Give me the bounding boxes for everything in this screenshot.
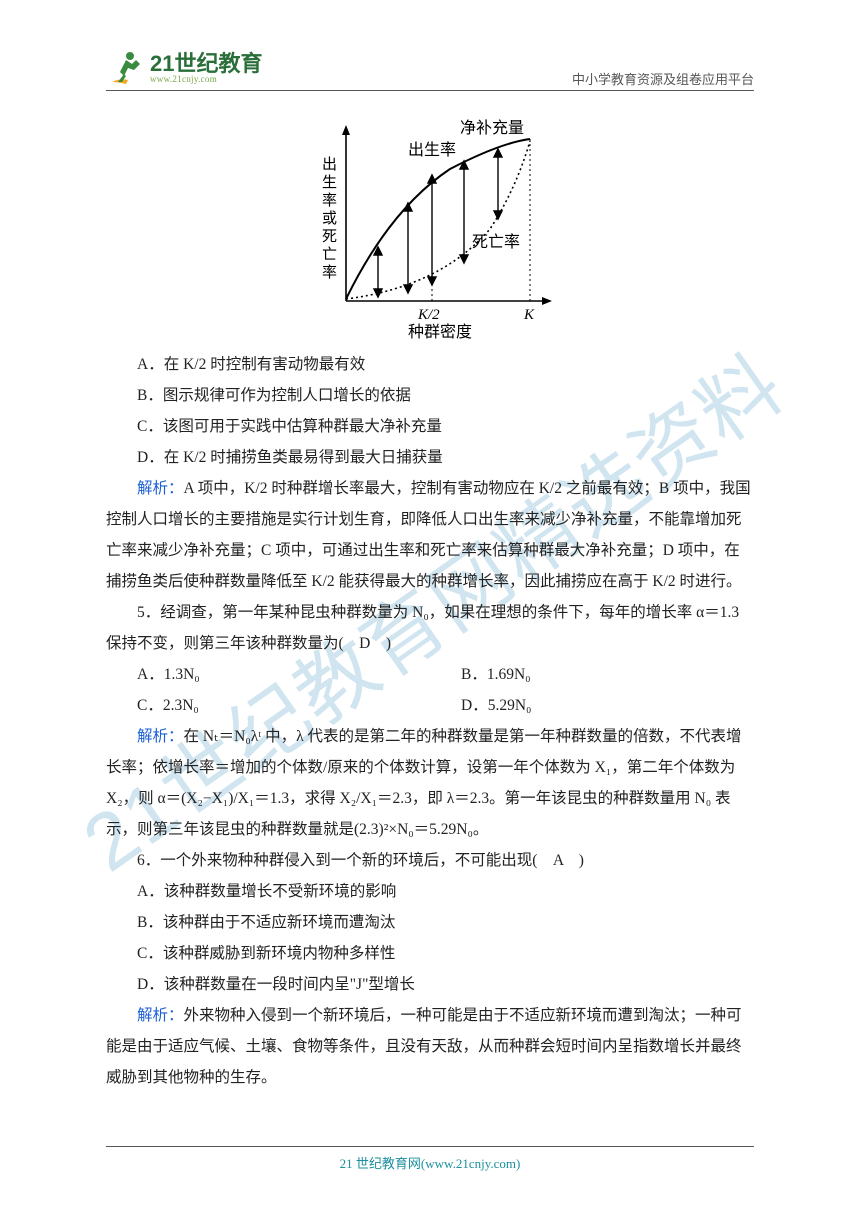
q5-options-row2: C．2.3N₀ D．5.29N₀	[106, 690, 754, 721]
q4-option-a-text: 在 K/2 时控制有害动物最有效	[164, 356, 366, 373]
q5-answer: D	[359, 635, 370, 652]
logo: 21世纪教育 www.21cnjy.com	[106, 48, 262, 88]
q6-option-c-text: 该种群威胁到新环境内物种多样性	[163, 945, 396, 962]
chart-ylabel: 出 生 率 或 死 亡 率	[322, 156, 341, 281]
content: 净补充量 出生率 死亡率 出 生 率 或 死 亡 率 K/2 K 种群密度	[106, 119, 754, 1093]
q6-stem: 6．一个外来物种种群侵入到一个新的环境后，不可能出现( A )	[106, 845, 754, 876]
q6-option-c: C．该种群威胁到新环境内物种多样性	[106, 938, 754, 969]
q4-option-c: C．该图可用于实践中估算种群最大净补充量	[106, 411, 754, 442]
q6-explain-text: 外来物种入侵到一个新环境后，一种可能是由于不适应新环境而遭到淘汰；一种可能是由于…	[106, 1007, 742, 1086]
q6-option-a-text: 该种群数量增长不受新环境的影响	[164, 883, 397, 900]
chart-xtick-k2: K/2	[417, 307, 440, 323]
q5-options-row1: A．1.3N₀ B．1.69N₀	[106, 659, 754, 690]
q5-option-a: A．1.3N₀	[106, 659, 430, 690]
q5-option-a-text: 1.3N₀	[164, 666, 200, 683]
q6-stem-a: 6．一个外来物种种群侵入到一个新的环境后，不可能出现(	[137, 852, 553, 869]
q4-option-b-text: 图示规律可作为控制人口增长的依据	[163, 387, 411, 404]
q5-option-d: D．5.29N₀	[430, 690, 754, 721]
q5-option-d-text: 5.29N₀	[488, 697, 532, 714]
q6-stem-b: )	[563, 852, 584, 869]
q4-explain-label: 解析：	[137, 480, 184, 497]
page-footer: 21 世纪教育网(www.21cnjy.com)	[106, 1146, 754, 1172]
q5-option-c-text: 2.3N₀	[163, 697, 199, 714]
q4-option-b: B．图示规律可作为控制人口增长的依据	[106, 380, 754, 411]
q4-option-a: A．在 K/2 时控制有害动物最有效	[106, 349, 754, 380]
q5-stem-a: 5．经调查，第一年某种昆虫种群数量为 N₀，如果在理想的条件下，每年的增长率 α…	[106, 604, 739, 652]
q6-option-b: B．该种群由于不适应新环境而遭淘汰	[106, 907, 754, 938]
chart-xtick-k: K	[523, 307, 535, 323]
q5-stem: 5．经调查，第一年某种昆虫种群数量为 N₀，如果在理想的条件下，每年的增长率 α…	[106, 597, 754, 659]
q5-option-b: B．1.69N₀	[430, 659, 754, 690]
q4-explanation: 解析：A 项中，K/2 时种群增长率最大，控制有害动物应在 K/2 之前最有效；…	[106, 473, 754, 597]
page: 21世纪教育 www.21cnjy.com 中小学教育资源及组卷应用平台	[0, 0, 860, 1216]
q6-answer: A	[553, 852, 563, 869]
q4-explain-text: A 项中，K/2 时种群增长率最大，控制有害动物应在 K/2 之前最有效；B 项…	[106, 480, 751, 590]
chart-label-net: 净补充量	[460, 119, 524, 137]
footer-site: (www.21cnjy.com)	[421, 1156, 520, 1171]
q6-explanation: 解析：外来物种入侵到一个新环境后，一种可能是由于不适应新环境而遭到淘汰；一种可能…	[106, 1000, 754, 1093]
q4-option-d-text: 在 K/2 时捕捞鱼类最易得到最大日捕获量	[164, 449, 443, 466]
q6-option-d-text: 该种群数量在一段时间内呈"J"型增长	[164, 976, 415, 993]
q4-option-d: D．在 K/2 时捕捞鱼类最易得到最大日捕获量	[106, 442, 754, 473]
logo-text-cn: 21世纪教育	[150, 53, 262, 75]
q5-option-c: C．2.3N₀	[106, 690, 430, 721]
footer-brand: 21 世纪教育网	[340, 1156, 421, 1171]
q6-option-a: A．该种群数量增长不受新环境的影响	[106, 876, 754, 907]
birth-death-rate-chart: 净补充量 出生率 死亡率 出 生 率 或 死 亡 率 K/2 K 种群密度	[300, 119, 560, 339]
chart-label-birth: 出生率	[408, 141, 456, 159]
q6-option-b-text: 该种群由于不适应新环境而遭淘汰	[163, 914, 396, 931]
logo-text-url: www.21cnjy.com	[150, 75, 262, 84]
header-right-text: 中小学教育资源及组卷应用平台	[572, 69, 754, 88]
q5-explain-text: 在 Nₜ＝N₀λᵗ 中，λ 代表的是第二年的种群数量是第一年种群数量的倍数，不代…	[106, 728, 742, 838]
q5-explanation: 解析：在 Nₜ＝N₀λᵗ 中，λ 代表的是第二年的种群数量是第一年种群数量的倍数…	[106, 721, 754, 845]
q5-option-b-text: 1.69N₀	[487, 666, 531, 683]
chart-xlabel: 种群密度	[408, 323, 472, 339]
chart-label-death: 死亡率	[472, 233, 520, 251]
q5-stem-b: )	[370, 635, 391, 652]
q4-option-c-text: 该图可用于实践中估算种群最大净补充量	[163, 418, 442, 435]
logo-runner-icon	[106, 48, 146, 88]
q5-explain-label: 解析：	[137, 728, 184, 745]
chart-container: 净补充量 出生率 死亡率 出 生 率 或 死 亡 率 K/2 K 种群密度	[106, 119, 754, 339]
page-header: 21世纪教育 www.21cnjy.com 中小学教育资源及组卷应用平台	[106, 48, 754, 91]
q6-option-d: D．该种群数量在一段时间内呈"J"型增长	[106, 969, 754, 1000]
q6-explain-label: 解析：	[137, 1007, 184, 1024]
